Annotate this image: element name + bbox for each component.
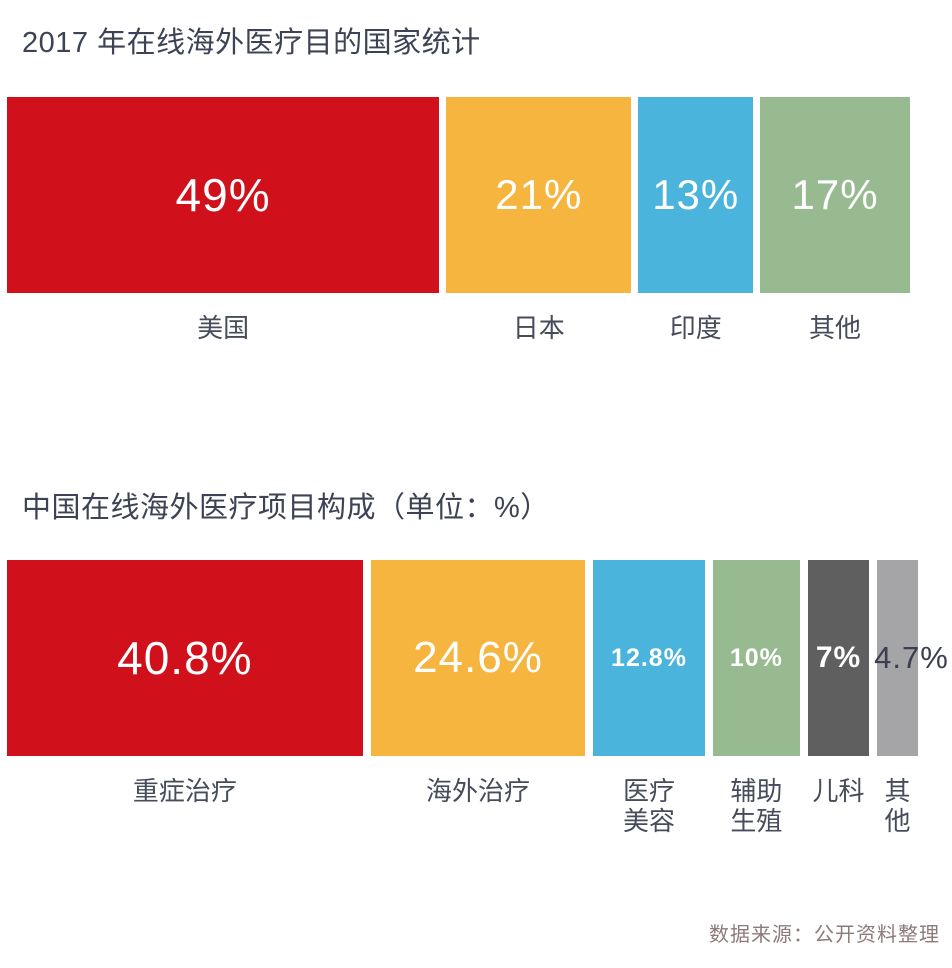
- destination-chart-title: 2017 年在线海外医疗目的国家统计: [22, 27, 481, 59]
- bar-category-label: 儿科: [812, 776, 865, 806]
- bar-美国: 49% 美国: [7, 97, 440, 343]
- bar-儿科: 7% 儿科: [807, 560, 870, 806]
- project-composition-chart-section: 中国在线海外医疗项目构成（单位：%） 40.8% 重症治疗 24.6% 海外治疗 12.…: [0, 490, 952, 836]
- bar-block: 12.8%: [593, 560, 705, 756]
- bar-其他: 17% 其他: [760, 97, 910, 343]
- bar-block: 40.8%: [7, 560, 363, 756]
- bar-value-label: 24.6%: [413, 633, 543, 682]
- bar-value-label: 10%: [729, 643, 783, 672]
- bar-value-label: 13%: [652, 171, 740, 218]
- bar-block: 4.7%: [874, 560, 948, 756]
- composition-chart-title: 中国在线海外医疗项目构成（单位：%）: [22, 492, 550, 524]
- bar-block: 21%: [446, 97, 632, 293]
- bar-value-label: 40.8%: [117, 632, 253, 684]
- bar-印度: 13% 印度: [638, 97, 754, 343]
- bar-日本: 21% 日本: [446, 97, 632, 343]
- bar-value-label: 4.7%: [874, 640, 949, 675]
- bar-category-label: 医疗 美容: [622, 776, 675, 836]
- bar-category-label: 海外治疗: [425, 776, 530, 806]
- bar-医疗美容: 12.8% 医疗 美容: [593, 560, 705, 836]
- bar-block: 13%: [638, 97, 754, 293]
- bar-辅助生殖: 10% 辅助 生殖: [712, 560, 800, 836]
- bar-重症治疗: 40.8% 重症治疗: [7, 560, 363, 806]
- bar-其他: 4.7% 其他: [874, 560, 948, 836]
- bar-value-label: 21%: [495, 171, 583, 218]
- bar-block: 24.6%: [370, 560, 586, 756]
- bar-category-label: 其他: [884, 776, 911, 836]
- bar-value-label: 17%: [791, 171, 879, 218]
- bar-value-label: 7%: [815, 641, 862, 674]
- bar-block: 17%: [760, 97, 910, 293]
- bar-block: 49%: [7, 97, 440, 293]
- destination-chart-bars: 49% 美国 21% 日本 13% 印度 17% 其他: [7, 97, 910, 343]
- bar-category-label: 美国: [197, 313, 250, 343]
- bar-value-label: 49%: [175, 169, 271, 221]
- bar-category-label: 印度: [669, 313, 722, 343]
- bar-category-label: 重症治疗: [132, 776, 237, 806]
- bar-value-label: 12.8%: [611, 643, 687, 672]
- destination-country-chart-section: 2017 年在线海外医疗目的国家统计 49% 美国 21% 日本 13% 印度 17% 其他: [0, 25, 952, 343]
- bar-海外治疗: 24.6% 海外治疗: [370, 560, 586, 806]
- bar-category-label: 辅助 生殖: [730, 776, 783, 836]
- bar-block: 7%: [807, 560, 870, 756]
- composition-chart-bars: 40.8% 重症治疗 24.6% 海外治疗 12.8% 医疗 美容 10% 辅助 生殖 7% 儿科 4.…: [7, 560, 948, 836]
- bar-category-label: 其他: [809, 313, 862, 343]
- data-source-note: 数据来源：公开资料整理: [709, 924, 940, 946]
- bar-block: 10%: [712, 560, 800, 756]
- bar-category-label: 日本: [512, 313, 565, 343]
